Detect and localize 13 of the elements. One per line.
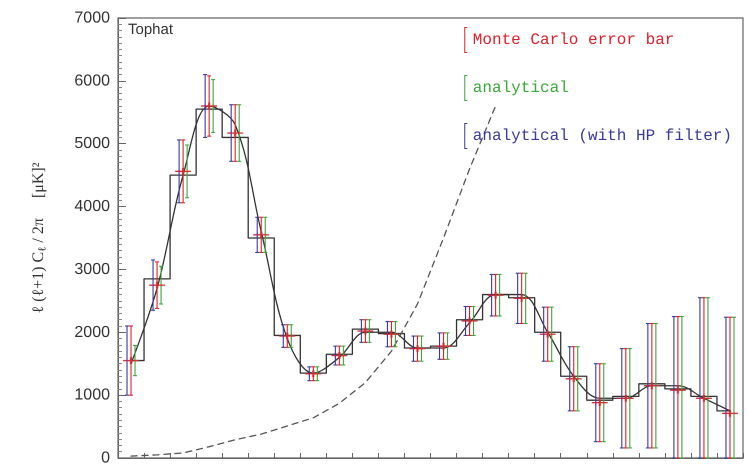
legend-label: analytical (with HP filter) bbox=[472, 127, 732, 145]
legend-label: Monte Carlo error bar bbox=[472, 31, 674, 49]
y-tick-label: 1000 bbox=[74, 386, 110, 404]
y-tick-label: 4000 bbox=[74, 198, 110, 216]
y-tick-label: 0 bbox=[101, 450, 110, 466]
annotation: Tophat bbox=[128, 21, 174, 38]
y-tick-label: 3000 bbox=[74, 260, 110, 278]
y-axis-title: ℓ (ℓ+1) Cℓ / 2π [μK]² bbox=[30, 162, 48, 314]
y-tick-label: 6000 bbox=[74, 72, 110, 90]
y-tick-label: 5000 bbox=[74, 135, 110, 152]
y-tick-label: 2000 bbox=[74, 324, 110, 341]
legend-label: analytical bbox=[472, 79, 569, 97]
y-tick-label: 7000 bbox=[74, 10, 110, 26]
